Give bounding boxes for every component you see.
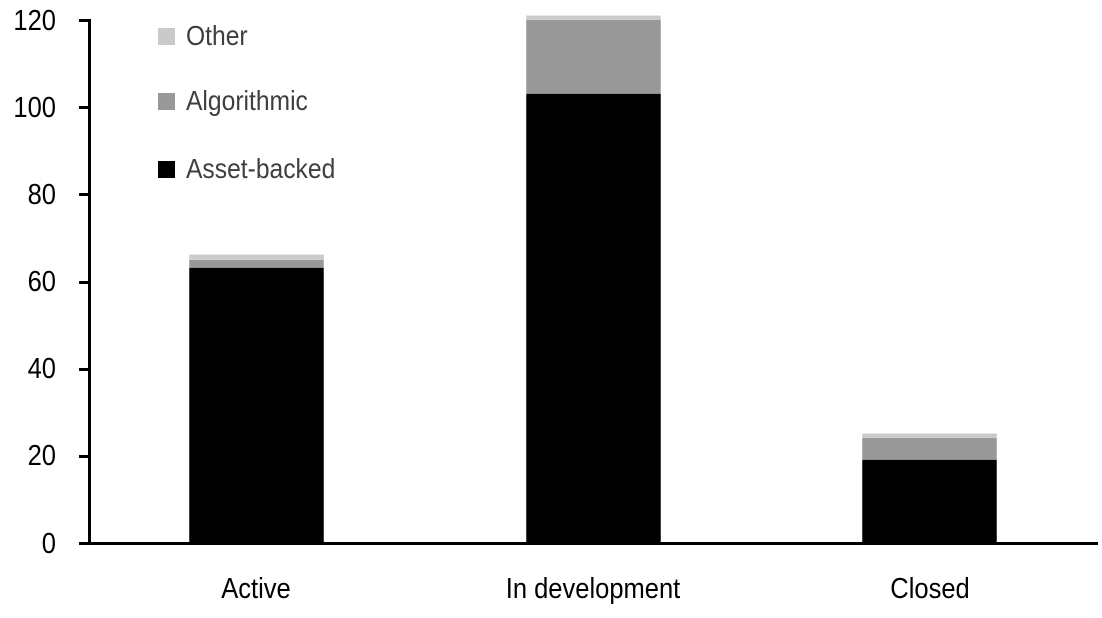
y-tick-100 — [79, 106, 88, 109]
bar-segment-other-in-development — [526, 14, 661, 19]
bar-segment-other-closed — [862, 433, 997, 438]
legend-label-asset-backed: Asset-backed — [186, 153, 336, 184]
category-label-active: Active — [221, 573, 291, 605]
y-tick-label-40: 40 — [27, 353, 56, 385]
bar-segment-other-active — [189, 254, 324, 259]
y-tick-label-20: 20 — [27, 440, 56, 472]
bar-segment-algorithmic-active — [189, 258, 324, 268]
y-tick-80 — [79, 193, 88, 196]
y-tick-label-60: 60 — [27, 266, 56, 298]
bar-segment-asset-backed-in-development — [526, 93, 661, 542]
y-tick-label-100: 100 — [13, 92, 56, 124]
y-tick-20 — [79, 455, 88, 458]
bar-segment-algorithmic-closed — [862, 437, 997, 460]
legend-label-other: Other — [186, 20, 248, 51]
y-tick-label-0: 0 — [41, 528, 56, 560]
legend-item-asset-backed: Asset-backed — [158, 152, 356, 186]
legend-label-algorithmic: Algorithmic — [186, 85, 308, 116]
bar-segment-asset-backed-active — [189, 267, 324, 542]
category-label-closed: Closed — [890, 573, 970, 605]
y-tick-label-80: 80 — [27, 179, 56, 211]
legend-item-other: Other — [158, 19, 256, 53]
x-axis — [88, 542, 1098, 545]
y-tick-40 — [79, 368, 88, 371]
bar-segment-asset-backed-closed — [862, 459, 997, 542]
legend-item-algorithmic: Algorithmic — [158, 84, 324, 118]
legend-swatch-other — [158, 27, 175, 45]
y-axis — [88, 19, 91, 545]
y-tick-0 — [79, 542, 88, 545]
y-tick-60 — [79, 281, 88, 284]
legend-swatch-asset-backed — [158, 160, 175, 178]
y-tick-120 — [79, 19, 88, 22]
bar-segment-algorithmic-in-development — [526, 19, 661, 94]
legend-swatch-algorithmic — [158, 92, 175, 110]
y-tick-label-120: 120 — [13, 5, 56, 37]
category-label-in-development: In development — [505, 573, 681, 605]
